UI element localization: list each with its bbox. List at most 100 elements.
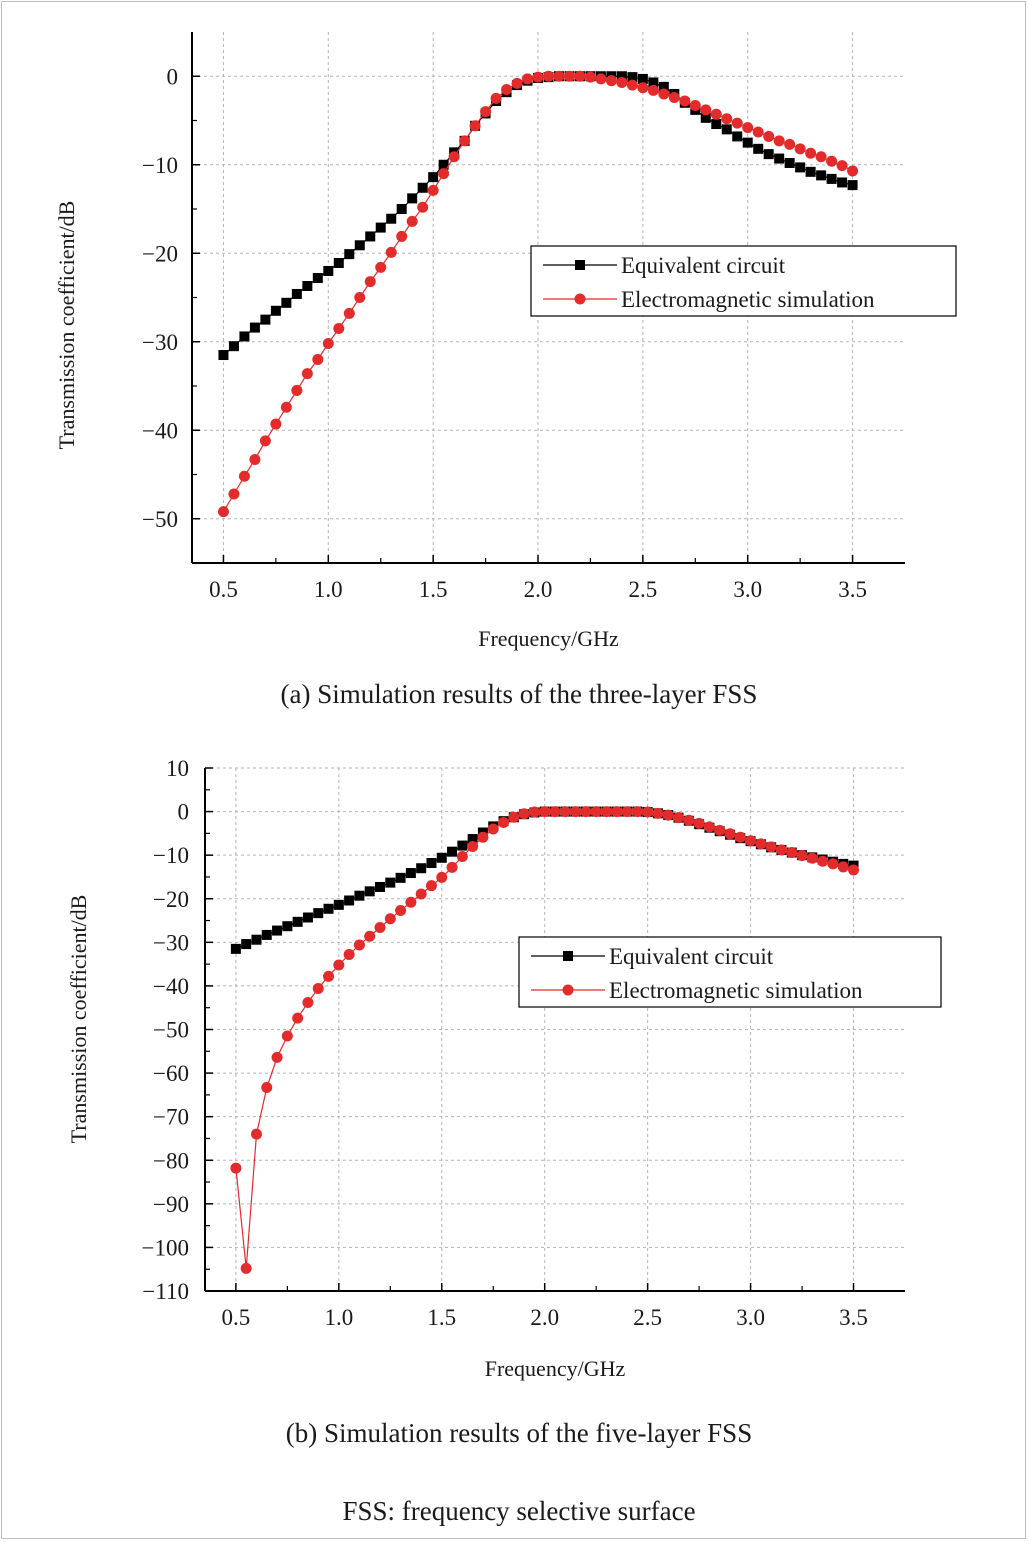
- data-point-circle: [847, 165, 859, 177]
- data-point-square: [438, 159, 449, 170]
- data-point-circle: [600, 806, 612, 818]
- data-point-square: [837, 177, 848, 188]
- data-point-circle: [605, 75, 617, 87]
- data-point-circle: [302, 996, 314, 1008]
- data-point-square: [313, 908, 324, 919]
- data-point-square: [375, 881, 385, 892]
- x-tick-label: 0.5: [209, 577, 238, 602]
- y-tick-label: −30: [142, 330, 178, 355]
- y-tick-label: −20: [142, 241, 178, 266]
- data-point-square: [354, 240, 365, 251]
- data-point-circle: [559, 806, 571, 818]
- data-point-circle: [374, 922, 386, 934]
- data-point-square: [302, 280, 313, 291]
- data-point-square: [436, 852, 447, 863]
- data-point-square: [260, 314, 271, 325]
- data-point-circle: [805, 147, 817, 159]
- y-tick-label: −80: [153, 1148, 189, 1173]
- data-point-circle: [333, 959, 345, 971]
- data-point-square: [291, 288, 302, 299]
- data-point-square: [241, 939, 252, 950]
- data-point-square: [344, 249, 355, 260]
- data-point-square: [228, 341, 239, 352]
- data-point-circle: [532, 71, 544, 83]
- series-line: [235, 810, 854, 950]
- data-point-square: [711, 119, 722, 130]
- data-point-circle: [385, 246, 397, 258]
- data-point-circle: [710, 108, 722, 120]
- data-point-square: [784, 157, 795, 168]
- data-point-circle: [250, 1128, 262, 1140]
- data-point-circle: [415, 888, 427, 900]
- y-tick-label: −40: [142, 418, 178, 443]
- data-point-square: [763, 149, 774, 160]
- data-point-square: [753, 143, 764, 154]
- data-point-circle: [543, 70, 554, 82]
- data-point-circle: [837, 861, 849, 873]
- data-point-circle: [626, 79, 638, 91]
- data-point-circle: [689, 99, 701, 111]
- data-point-square: [616, 71, 627, 82]
- data-point-circle: [745, 835, 757, 847]
- data-point-square: [270, 305, 281, 316]
- data-point-circle: [456, 850, 468, 862]
- data-point-circle: [354, 292, 366, 303]
- data-point-square: [323, 903, 334, 914]
- data-point-square: [447, 846, 458, 857]
- data-point-circle: [637, 82, 649, 94]
- data-point-circle: [755, 838, 767, 850]
- data-point-circle: [291, 384, 303, 396]
- y-axis-title: Transmission coefficient/dB: [54, 201, 79, 450]
- data-point-circle: [616, 76, 628, 88]
- data-point-circle: [679, 95, 691, 107]
- x-tick-label: 0.5: [222, 1305, 251, 1330]
- data-point-square: [354, 890, 365, 901]
- data-point-circle: [238, 470, 250, 482]
- data-point-circle: [631, 806, 643, 818]
- data-point-circle: [469, 120, 481, 132]
- data-point-circle: [312, 353, 324, 365]
- chart-five-layer: 0.5 1.0 1.5 2.0 2.5 3.0 3.5 10 0 −10 −20 −30 −40 −50 −…: [66, 756, 942, 1381]
- y-tick-label: 10: [166, 756, 189, 781]
- data-point-circle: [836, 160, 848, 172]
- data-point-circle: [539, 806, 551, 818]
- data-point-square: [323, 265, 334, 276]
- series-electromagnetic-simulation: [230, 806, 860, 1274]
- data-point-square: [365, 231, 376, 242]
- y-tick-label: −30: [153, 930, 189, 955]
- data-point-square: [385, 877, 396, 888]
- data-point-circle: [353, 939, 365, 951]
- data-point-circle: [259, 435, 271, 447]
- legend-label: Electromagnetic simulation: [609, 978, 863, 1003]
- y-tick-label: −50: [142, 507, 178, 532]
- data-point-circle: [528, 806, 540, 818]
- legend-box: [530, 245, 957, 317]
- x-tick-label: 3.0: [733, 577, 762, 602]
- caption-a: (a) Simulation results of the three-laye…: [281, 679, 758, 709]
- y-tick-label: −20: [153, 887, 189, 912]
- x-tick-label: 2.0: [524, 577, 553, 602]
- data-point-circle: [270, 418, 282, 430]
- data-point-square: [658, 81, 669, 92]
- data-point-circle: [323, 970, 335, 982]
- data-point-square: [272, 925, 283, 936]
- data-point-square: [333, 257, 344, 268]
- data-point-circle: [271, 1051, 283, 1063]
- data-point-circle: [590, 806, 602, 818]
- data-point-square: [416, 863, 427, 874]
- data-point-circle: [395, 905, 407, 917]
- data-point-circle: [796, 850, 808, 862]
- data-point-circle: [508, 811, 520, 823]
- data-point-circle: [662, 809, 674, 821]
- legend-box: [518, 936, 942, 1008]
- data-point-circle: [364, 276, 376, 288]
- data-point-circle: [280, 401, 292, 413]
- data-point-circle: [784, 138, 796, 150]
- data-point-square: [239, 331, 250, 342]
- data-point-circle: [333, 322, 345, 334]
- data-point-square: [774, 153, 785, 164]
- data-point-circle: [312, 983, 324, 995]
- data-point-circle: [775, 844, 787, 856]
- chart-three-layer: 0.5 1.0 1.5 2.0 2.5 3.0 3.5 0 −10 −20 −30 −40 −50 Fre…: [54, 32, 957, 651]
